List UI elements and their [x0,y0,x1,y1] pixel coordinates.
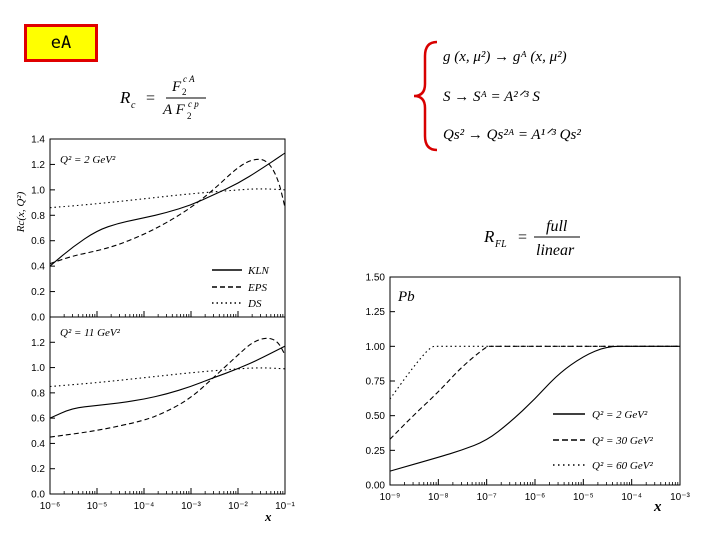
rc-formula: R c = F 2 c A A F 2 c p [119,74,206,121]
x-tick-label: 10⁻⁹ [380,492,401,503]
x-tick-label: 10⁻⁶ [40,501,61,512]
x-tick-label: 10⁻⁷ [477,492,497,503]
rfl-denominator: linear [536,242,575,259]
saturation-scale-relation: Qs² → Qs²ᴬ = A¹ᐟ³ Qs² [443,127,581,143]
series-line-solid [49,345,286,419]
rc-numerator: F [171,79,182,95]
x-tick-label: 10⁻³ [670,492,690,503]
x-tick-label: 10⁻⁴ [621,492,642,503]
red-brace [413,40,438,152]
y-tick-label: 0.0 [31,490,45,501]
gluon-relation: g (x, μ²) → gᴬ (x, μ²) [443,49,567,65]
rc-denominator-sup: c p [188,99,199,109]
y-tick-label: 1.0 [31,363,45,374]
rc-top-panel: 0.0 0.2 0.4 0.6 0.8 1.0 1.2 1.4 Q² = 2 GeV² Rc(… [15,135,286,324]
x-tick-label: 10⁻⁵ [87,501,108,512]
rfl-frame [389,276,681,486]
rfl-formula: R FL = full linear [483,218,580,259]
area-relation: S → Sᴬ = A²ᐟ³ S [443,89,540,105]
legend-label-ds: DS [247,298,262,310]
y-tick-label: 1.2 [31,160,45,171]
y-tick-label: 0.00 [366,481,386,492]
rc-lhs: R [119,88,131,107]
series-line-dashed [389,345,680,440]
x-tick-label: 10⁻⁵ [573,492,594,503]
scaling-relations: g (x, μ²) → gᴬ (x, μ²) S → Sᴬ = A²ᐟ³ S Q… [413,40,581,152]
series-line-dotted [49,367,286,388]
rc-x-axis-label: x [264,509,272,524]
rc-numerator-sup: c A [183,74,195,84]
y-tick-label: 0.50 [366,411,386,422]
legend-label-q2-60: Q² = 60 GeV² [592,460,653,472]
y-tick-label: 1.00 [366,342,386,353]
rc-bottom-panel: 0.0 0.2 0.4 0.6 0.8 1.0 1.2 10⁻⁶ 10⁻⁵ 10⁻⁴ 10⁻³ 10⁻… [31,316,296,524]
series-line-dashed [49,337,286,438]
series-line-solid [49,152,286,267]
x-tick-label: 10⁻⁸ [428,492,449,503]
y-tick-label: 0.4 [31,439,45,450]
legend-label-q2-30: Q² = 30 GeV² [592,435,653,447]
y-tick-label: 0.2 [31,464,45,475]
y-tick-label: 1.25 [366,307,386,318]
y-tick-label: 0.6 [31,414,45,425]
rc-bottom-frame [49,316,286,495]
legend-label-eps: EPS [247,282,267,294]
rfl-numerator: full [546,218,568,235]
y-tick-label: 1.2 [31,338,45,349]
series-line-dotted [389,345,680,400]
y-tick-label: 0.75 [366,377,386,388]
rc-denominator: A F [162,102,186,118]
rc-equals: = [146,90,155,107]
y-tick-label: 0.8 [31,211,45,222]
rfl-x-axis-label: x [653,499,662,515]
x-tick-label: 10⁻⁶ [525,492,546,503]
rc-top-panel-label: Q² = 2 GeV² [60,154,116,166]
rc-denominator-sub: 2 [187,111,192,121]
rc-lhs-sub: c [131,100,136,111]
rc-numerator-sub: 2 [182,87,187,97]
y-tick-label: 1.0 [31,185,45,196]
y-tick-label: 0.6 [31,236,45,247]
rfl-legend: Q² = 2 GeV² Q² = 30 GeV² Q² = 60 GeV² [553,409,653,472]
y-tick-label: 1.50 [366,273,386,284]
y-tick-label: 0.8 [31,388,45,399]
x-tick-label: 10⁻² [228,501,248,512]
ea-label-text: eA [50,33,72,53]
legend-label-q2-2: Q² = 2 GeV² [592,409,648,421]
rfl-equals: = [518,229,527,246]
y-tick-label: 0.4 [31,262,45,273]
ea-label-badge: eA [24,24,98,62]
y-tick-label: 0.2 [31,287,45,298]
rfl-lhs-sub: FL [494,239,507,250]
rfl-panel-label: Pb [397,289,415,305]
y-tick-label: 0.0 [31,313,45,324]
legend-label-kln: KLN [247,265,269,277]
rfl-lhs: R [483,227,495,246]
rc-y-axis-label: Rc(x, Q²) [15,191,27,233]
rc-legend: KLN EPS DS [212,265,269,310]
rc-bottom-panel-label: Q² = 11 GeV² [60,327,121,339]
rfl-panel: 0.00 0.25 0.50 0.75 1.00 1.25 1.50 10⁻⁹ 10⁻⁸ 10⁻⁷… [366,273,691,516]
y-tick-label: 0.25 [366,446,386,457]
x-tick-label: 10⁻⁴ [134,501,155,512]
x-tick-label: 10⁻¹ [275,501,295,512]
y-tick-label: 1.4 [31,135,45,146]
series-line-dotted [49,188,286,209]
series-line-dashed [49,158,286,265]
x-tick-label: 10⁻³ [181,501,201,512]
